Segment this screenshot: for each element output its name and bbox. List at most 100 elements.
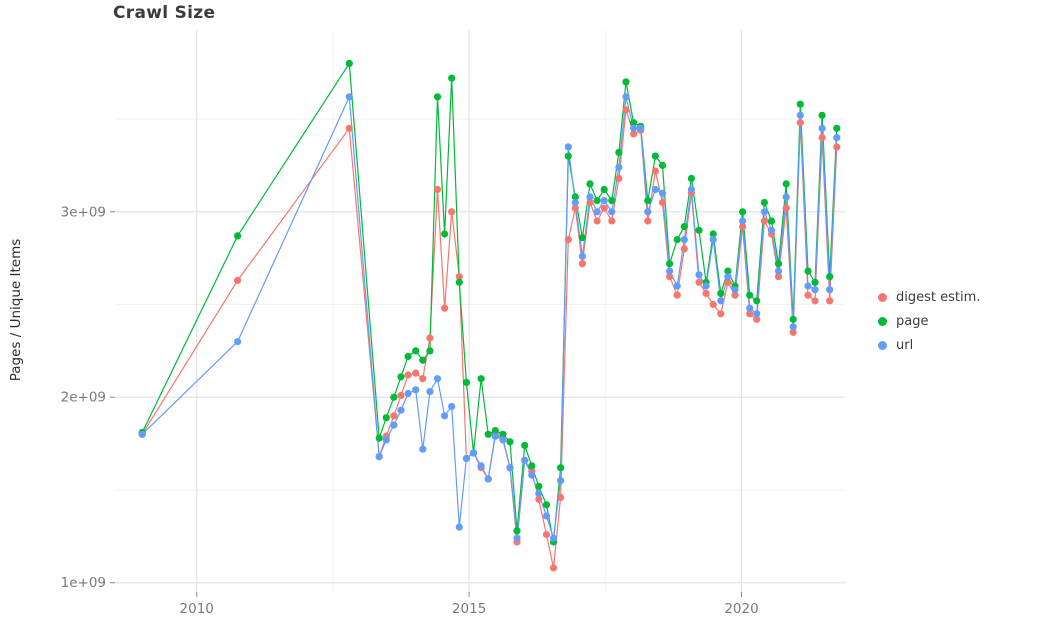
data-point <box>513 534 521 542</box>
data-point <box>506 438 514 446</box>
data-point <box>753 310 761 318</box>
data-point <box>484 475 492 483</box>
data-point <box>644 217 652 225</box>
data-point <box>717 289 725 297</box>
data-point <box>578 252 587 260</box>
data-point <box>499 436 507 444</box>
data-point <box>811 278 819 286</box>
legend-label-page: page <box>896 314 929 329</box>
data-point <box>695 271 703 279</box>
data-point <box>702 282 710 290</box>
data-point <box>462 378 470 386</box>
data-point <box>774 260 783 268</box>
data-point <box>390 393 398 401</box>
data-point <box>724 267 732 275</box>
data-point <box>680 223 688 231</box>
data-point <box>695 278 703 286</box>
data-point <box>441 412 449 420</box>
data-point <box>833 124 841 132</box>
data-point <box>651 152 660 160</box>
data-point <box>564 152 572 160</box>
data-point <box>687 174 696 182</box>
data-point <box>345 124 353 132</box>
data-point <box>796 100 804 108</box>
data-point <box>521 456 529 464</box>
data-point <box>811 297 819 305</box>
data-point <box>542 512 551 520</box>
legend: digest estim. page url <box>878 290 980 353</box>
data-point <box>731 286 739 294</box>
data-point <box>818 111 826 119</box>
data-point <box>455 273 463 281</box>
data-point <box>833 134 841 142</box>
data-point <box>477 462 485 470</box>
data-point <box>506 464 514 472</box>
data-point <box>448 74 456 82</box>
data-point <box>600 204 608 212</box>
data-point <box>622 93 630 101</box>
data-point <box>404 352 412 360</box>
data-point <box>789 315 797 323</box>
data-point <box>826 297 834 305</box>
data-point <box>615 163 623 171</box>
data-point <box>564 143 572 151</box>
data-point <box>426 334 434 342</box>
legend-label-digest-estim: digest estim. <box>896 290 981 305</box>
data-point <box>658 161 667 169</box>
data-point <box>658 189 667 197</box>
data-point <box>375 453 383 461</box>
legend-item-page: page <box>878 314 980 329</box>
data-point <box>484 430 492 438</box>
x-tick-label: 2020 <box>724 601 758 617</box>
data-point <box>760 208 769 216</box>
data-point <box>462 454 470 463</box>
data-point <box>382 436 390 444</box>
data-point <box>804 291 812 299</box>
data-point <box>608 208 616 216</box>
series-line-2 <box>141 96 838 539</box>
data-point <box>426 388 434 396</box>
data-point <box>499 430 507 438</box>
data-point <box>426 347 434 355</box>
y-axis-label: Pages / Unique Items <box>8 238 24 382</box>
chart-title: Crawl Size <box>113 3 216 23</box>
data-point <box>782 180 790 188</box>
data-point <box>615 148 623 156</box>
data-point <box>717 310 725 318</box>
legend-label-url: url <box>896 338 914 353</box>
data-point <box>760 198 769 207</box>
data-point <box>600 185 608 194</box>
data-point <box>578 234 587 242</box>
data-point <box>680 236 688 244</box>
data-point <box>375 434 383 442</box>
data-point <box>746 310 754 318</box>
legend-item-digest-estim: digest estim. <box>878 290 980 305</box>
data-point <box>630 124 638 132</box>
data-point <box>345 59 353 67</box>
series-line-0 <box>141 109 838 569</box>
data-point <box>746 291 754 299</box>
data-point <box>796 111 804 119</box>
data-point <box>412 369 420 377</box>
data-point <box>397 406 405 414</box>
data-point <box>774 273 783 281</box>
data-point <box>789 328 797 336</box>
data-point <box>709 230 717 238</box>
data-point <box>571 193 579 201</box>
legend-swatch-digest-estim <box>878 293 887 302</box>
data-point <box>600 197 608 205</box>
data-point <box>593 217 601 225</box>
data-point <box>622 78 630 86</box>
data-point <box>724 278 732 286</box>
data-point <box>739 217 747 225</box>
x-tick-label: 2015 <box>452 601 486 617</box>
data-point <box>535 490 543 498</box>
data-point <box>448 402 456 411</box>
data-point <box>833 143 841 151</box>
data-point <box>345 93 353 101</box>
data-point <box>397 391 405 399</box>
data-point <box>767 226 776 234</box>
data-point <box>804 267 812 275</box>
